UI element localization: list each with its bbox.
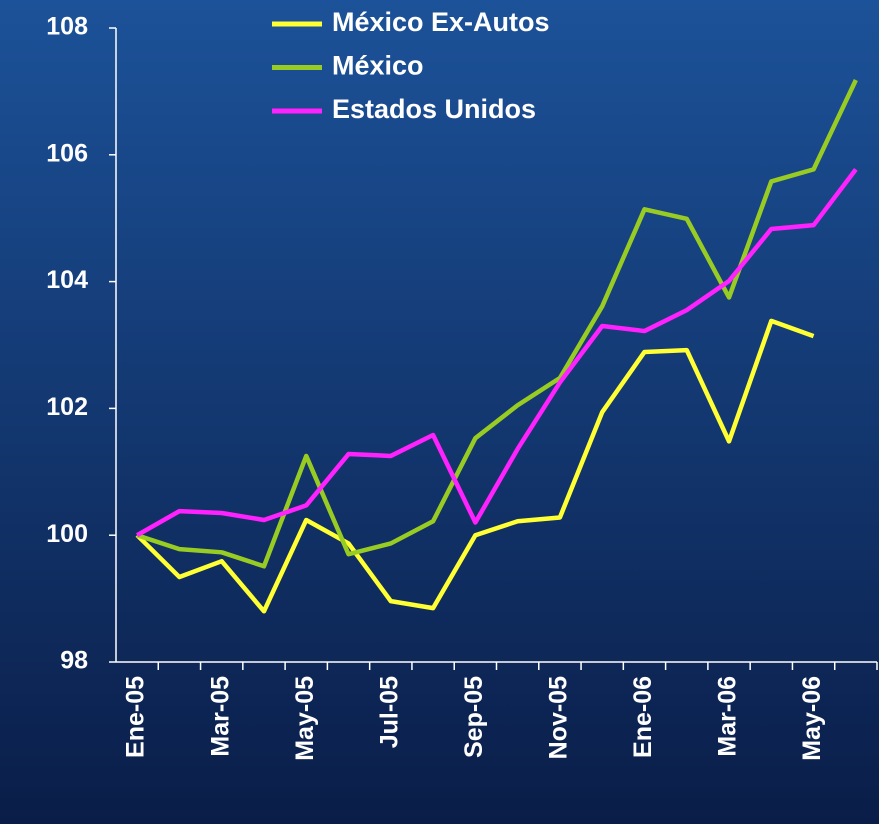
x-tick-label: Ene-06 — [629, 676, 657, 758]
x-tick-label: Nov-05 — [545, 676, 573, 759]
x-tick-label: May-05 — [291, 676, 319, 761]
y-tick-label: 100 — [46, 520, 88, 548]
y-tick-label: 104 — [46, 266, 88, 294]
x-tick-label: May-06 — [798, 676, 826, 761]
x-tick-label: Jul-05 — [375, 676, 403, 748]
y-tick-label: 106 — [46, 139, 88, 167]
y-tick-label: 98 — [60, 647, 88, 675]
y-tick-label: 102 — [46, 393, 88, 421]
series-line — [136, 79, 858, 569]
legend-label: Estados Unidos — [332, 94, 536, 124]
x-tick-label: Ene-05 — [122, 676, 150, 758]
x-tick-label: Sep-05 — [460, 676, 488, 758]
legend-label: México Ex-Autos — [332, 7, 550, 37]
series-line — [135, 318, 815, 614]
y-tick-label: 108 — [46, 13, 88, 41]
series-line — [136, 168, 858, 538]
legend-label: México — [332, 51, 424, 81]
x-tick-label: Mar-05 — [206, 676, 234, 757]
x-tick-label: Mar-06 — [714, 676, 742, 757]
